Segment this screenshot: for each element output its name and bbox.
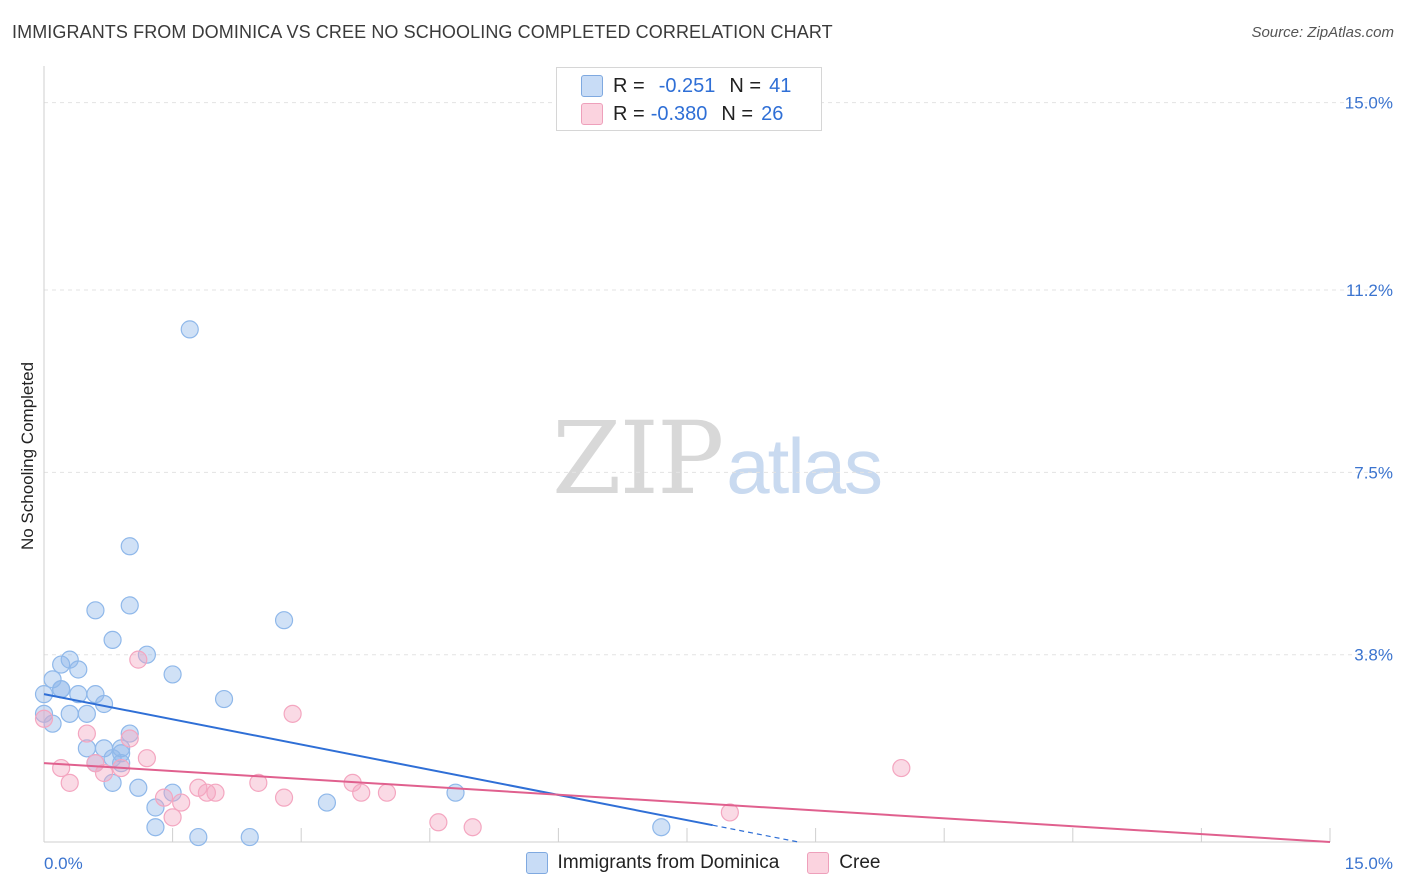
legend-r-label: R = [613, 102, 645, 125]
y-tick-label: 11.2% [1346, 281, 1393, 300]
cree-point [189, 778, 208, 797]
dominica-point [163, 665, 182, 684]
dominica-point [43, 714, 62, 733]
cree-point [137, 749, 156, 768]
legend-swatch-dominica [581, 75, 603, 97]
y-tick-label: 7.5% [1354, 463, 1393, 482]
dominica-point [112, 744, 131, 763]
dominica-point [86, 685, 105, 704]
cree-point [274, 788, 294, 807]
cree-point [720, 803, 739, 822]
dominica-point [446, 783, 465, 802]
cree-point [429, 813, 448, 832]
y-tick-label: 3.8% [1354, 646, 1393, 665]
correlation-legend: R = -0.251 N = 41 R = -0.380 N = 26 [556, 67, 822, 131]
legend-label-cree: Cree [839, 852, 881, 873]
cree-point [154, 788, 174, 807]
cree-point [206, 783, 225, 802]
dominica-trend-extension [712, 824, 799, 843]
legend-row-dominica: R = -0.251 N = 41 [581, 74, 791, 98]
watermark-zip: ZIP [552, 400, 724, 517]
dominica-point [189, 827, 208, 847]
cree-point [463, 818, 482, 837]
legend-swatch-dominica [525, 852, 548, 874]
x-tick-label: 0.0% [44, 854, 83, 873]
cree-point [52, 758, 71, 778]
legend-n-label: N = [729, 74, 762, 97]
dominica-point [52, 680, 71, 699]
cree-point [77, 724, 96, 743]
legend-n-value-cree: 26 [761, 102, 784, 125]
dominica-point [180, 320, 199, 339]
dominica-point [77, 704, 96, 723]
dominica-point [60, 704, 79, 723]
legend-r-value-cree: -0.380 [650, 102, 708, 125]
legend-item-cree: Cree [807, 852, 880, 874]
dominica-point [69, 660, 88, 679]
dominica-point [52, 655, 71, 674]
source-label: Source: ZipAtlas.com [1251, 24, 1394, 41]
dominica-trend-line [43, 693, 713, 827]
dominica-point [146, 818, 165, 837]
cree-point [377, 783, 397, 802]
cree-point [120, 729, 139, 748]
cree-point [283, 704, 302, 723]
watermark-atlas: atlas [726, 422, 883, 510]
cree-point [249, 773, 268, 792]
chart-title: IMMIGRANTS FROM DOMINICA VS CREE NO SCHO… [12, 22, 833, 42]
cree-trend-line [43, 762, 1331, 843]
cree-point [129, 650, 148, 669]
cree-point [34, 709, 54, 728]
dominica-point [86, 601, 105, 620]
series-legend: Immigrants from Dominica Cree [0, 852, 1406, 874]
dominica-point [274, 611, 294, 630]
dominica-point [120, 596, 139, 615]
cree-point [163, 808, 182, 827]
cree-point [352, 783, 371, 802]
dominica-point [129, 778, 148, 797]
cree-point [892, 758, 911, 778]
cree-point [60, 773, 79, 792]
legend-n-value-dominica: 41 [769, 74, 792, 97]
legend-r-label: R = [613, 74, 645, 97]
dominica-point [120, 724, 139, 743]
y-tick-label: 15.0% [1345, 94, 1393, 113]
legend-swatch-cree [807, 852, 830, 874]
legend-item-dominica: Immigrants from Dominica [525, 852, 780, 874]
dominica-point [214, 689, 234, 709]
watermark: ZIPatlas [552, 400, 883, 517]
cree-point [172, 793, 191, 812]
legend-swatch-cree [581, 103, 603, 125]
x-tick-label: 15.0% [1345, 854, 1393, 873]
legend-n-label: N = [721, 102, 754, 125]
dominica-point [652, 818, 671, 837]
dominica-point [240, 827, 259, 847]
dominica-point [120, 537, 139, 556]
cree-point [94, 763, 114, 783]
legend-r-value-dominica: -0.251 [658, 74, 716, 97]
dominica-point [137, 645, 156, 664]
dominica-point [317, 793, 337, 812]
legend-row-cree: R = -0.380 N = 26 [581, 102, 783, 126]
legend-label-dominica: Immigrants from Dominica [557, 852, 780, 873]
dominica-point [103, 630, 122, 650]
